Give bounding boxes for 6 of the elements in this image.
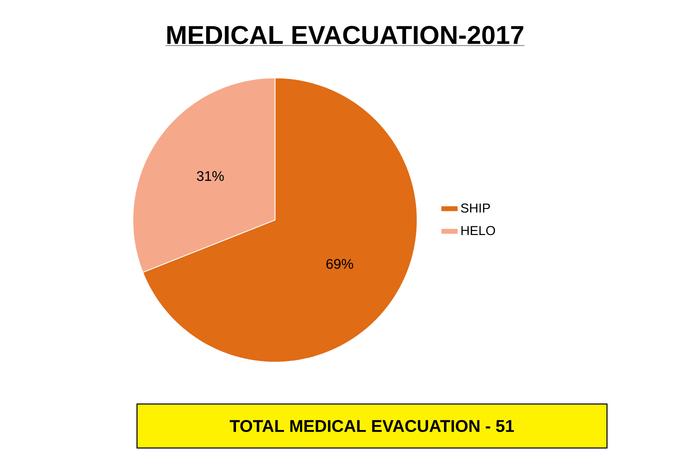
legend-label: HELO <box>461 226 496 236</box>
chart-title: MEDICAL EVACUATION-2017 <box>167 26 524 44</box>
text: TOTAL MEDICAL EVACUATION - 51 <box>230 420 514 432</box>
data-label: 31% <box>196 171 224 181</box>
legend-label: SHIP <box>460 203 490 213</box>
data-label: 69% <box>326 258 354 269</box>
